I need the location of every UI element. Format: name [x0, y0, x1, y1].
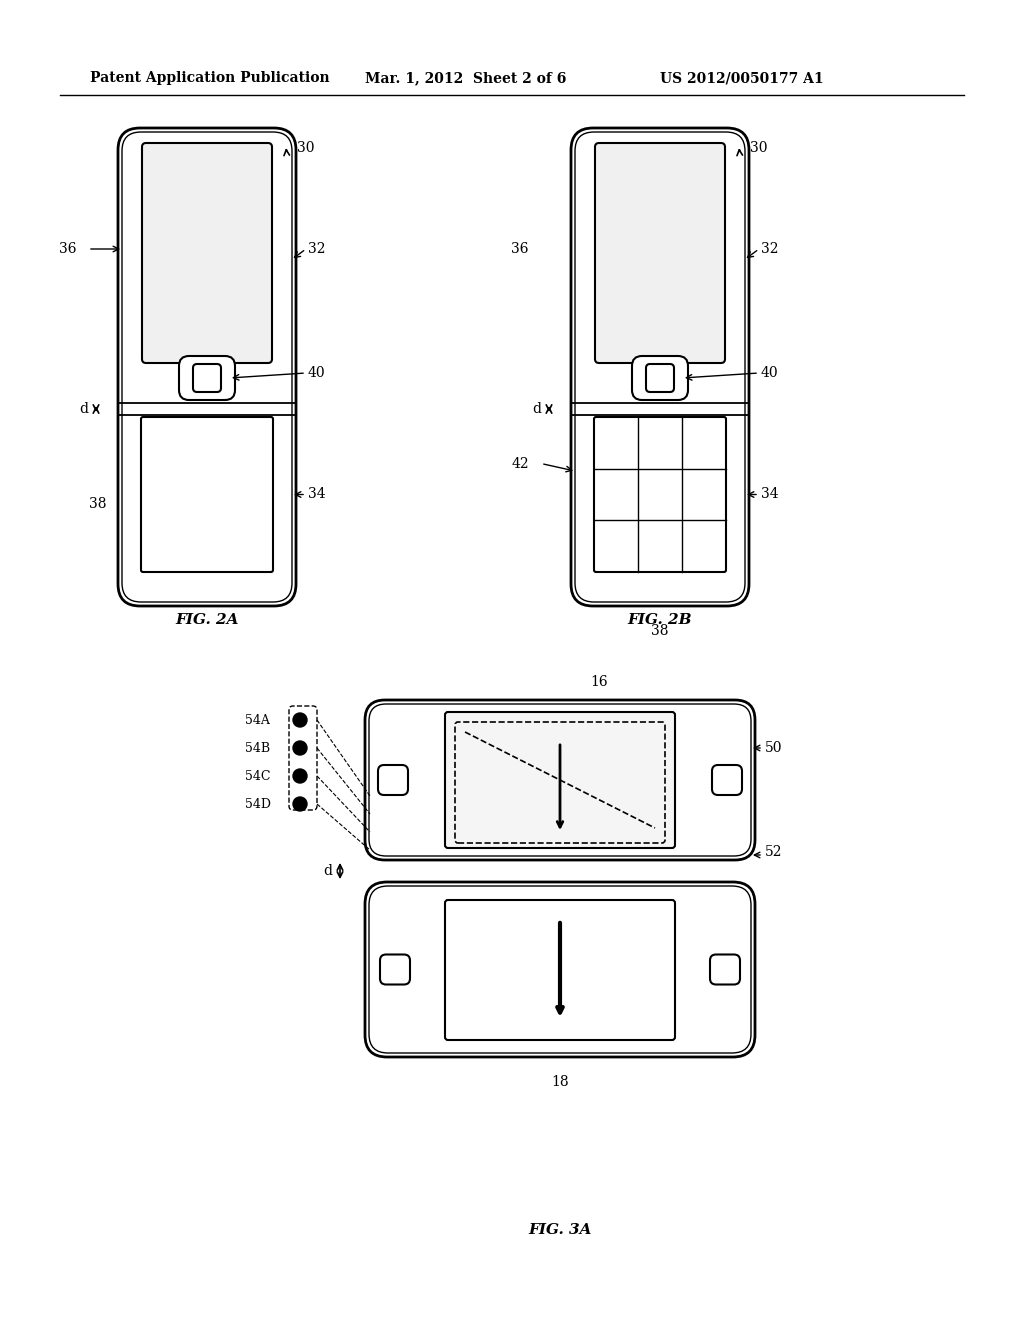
FancyBboxPatch shape — [141, 417, 273, 572]
Circle shape — [293, 770, 307, 783]
FancyBboxPatch shape — [646, 364, 674, 392]
FancyBboxPatch shape — [712, 766, 742, 795]
Text: US 2012/0050177 A1: US 2012/0050177 A1 — [660, 71, 823, 84]
Text: 40: 40 — [308, 366, 326, 380]
FancyBboxPatch shape — [122, 132, 292, 602]
FancyBboxPatch shape — [193, 364, 221, 392]
Text: 54B: 54B — [245, 742, 270, 755]
FancyBboxPatch shape — [365, 700, 755, 861]
Text: 36: 36 — [58, 242, 76, 256]
FancyBboxPatch shape — [365, 882, 755, 1057]
FancyBboxPatch shape — [571, 128, 749, 606]
FancyBboxPatch shape — [575, 132, 745, 602]
FancyBboxPatch shape — [142, 143, 272, 363]
FancyBboxPatch shape — [710, 954, 740, 985]
FancyBboxPatch shape — [380, 954, 410, 985]
Text: 18: 18 — [551, 1074, 568, 1089]
Circle shape — [293, 713, 307, 727]
Text: 32: 32 — [761, 242, 778, 256]
FancyBboxPatch shape — [118, 128, 296, 606]
FancyBboxPatch shape — [369, 704, 751, 855]
Text: d: d — [532, 403, 541, 416]
Text: Mar. 1, 2012  Sheet 2 of 6: Mar. 1, 2012 Sheet 2 of 6 — [365, 71, 566, 84]
Text: 54C: 54C — [245, 770, 270, 783]
FancyBboxPatch shape — [594, 417, 726, 572]
Text: 54A: 54A — [245, 714, 270, 726]
Text: Patent Application Publication: Patent Application Publication — [90, 71, 330, 84]
FancyBboxPatch shape — [632, 356, 688, 400]
FancyBboxPatch shape — [595, 143, 725, 363]
Text: 30: 30 — [750, 141, 768, 154]
Circle shape — [293, 741, 307, 755]
Text: 16: 16 — [590, 675, 607, 689]
Text: 34: 34 — [761, 487, 778, 502]
FancyBboxPatch shape — [378, 766, 408, 795]
FancyBboxPatch shape — [445, 711, 675, 847]
Text: 38: 38 — [651, 624, 669, 638]
Text: 38: 38 — [88, 498, 106, 511]
Text: 34: 34 — [308, 487, 326, 502]
Text: FIG. 3A: FIG. 3A — [528, 1224, 592, 1237]
Text: 32: 32 — [308, 242, 326, 256]
Text: d: d — [323, 865, 332, 878]
Text: 36: 36 — [512, 242, 529, 256]
FancyBboxPatch shape — [179, 356, 234, 400]
Text: 52: 52 — [765, 845, 782, 859]
Text: d: d — [79, 403, 88, 416]
Text: 30: 30 — [297, 141, 314, 154]
Text: 40: 40 — [761, 366, 778, 380]
Text: 42: 42 — [511, 457, 529, 470]
Circle shape — [293, 797, 307, 810]
FancyBboxPatch shape — [369, 886, 751, 1053]
Text: FIG. 2A: FIG. 2A — [175, 612, 239, 627]
Text: FIG. 2B: FIG. 2B — [628, 612, 692, 627]
FancyBboxPatch shape — [445, 900, 675, 1040]
Text: 50: 50 — [765, 741, 782, 755]
Text: 54D: 54D — [245, 797, 271, 810]
